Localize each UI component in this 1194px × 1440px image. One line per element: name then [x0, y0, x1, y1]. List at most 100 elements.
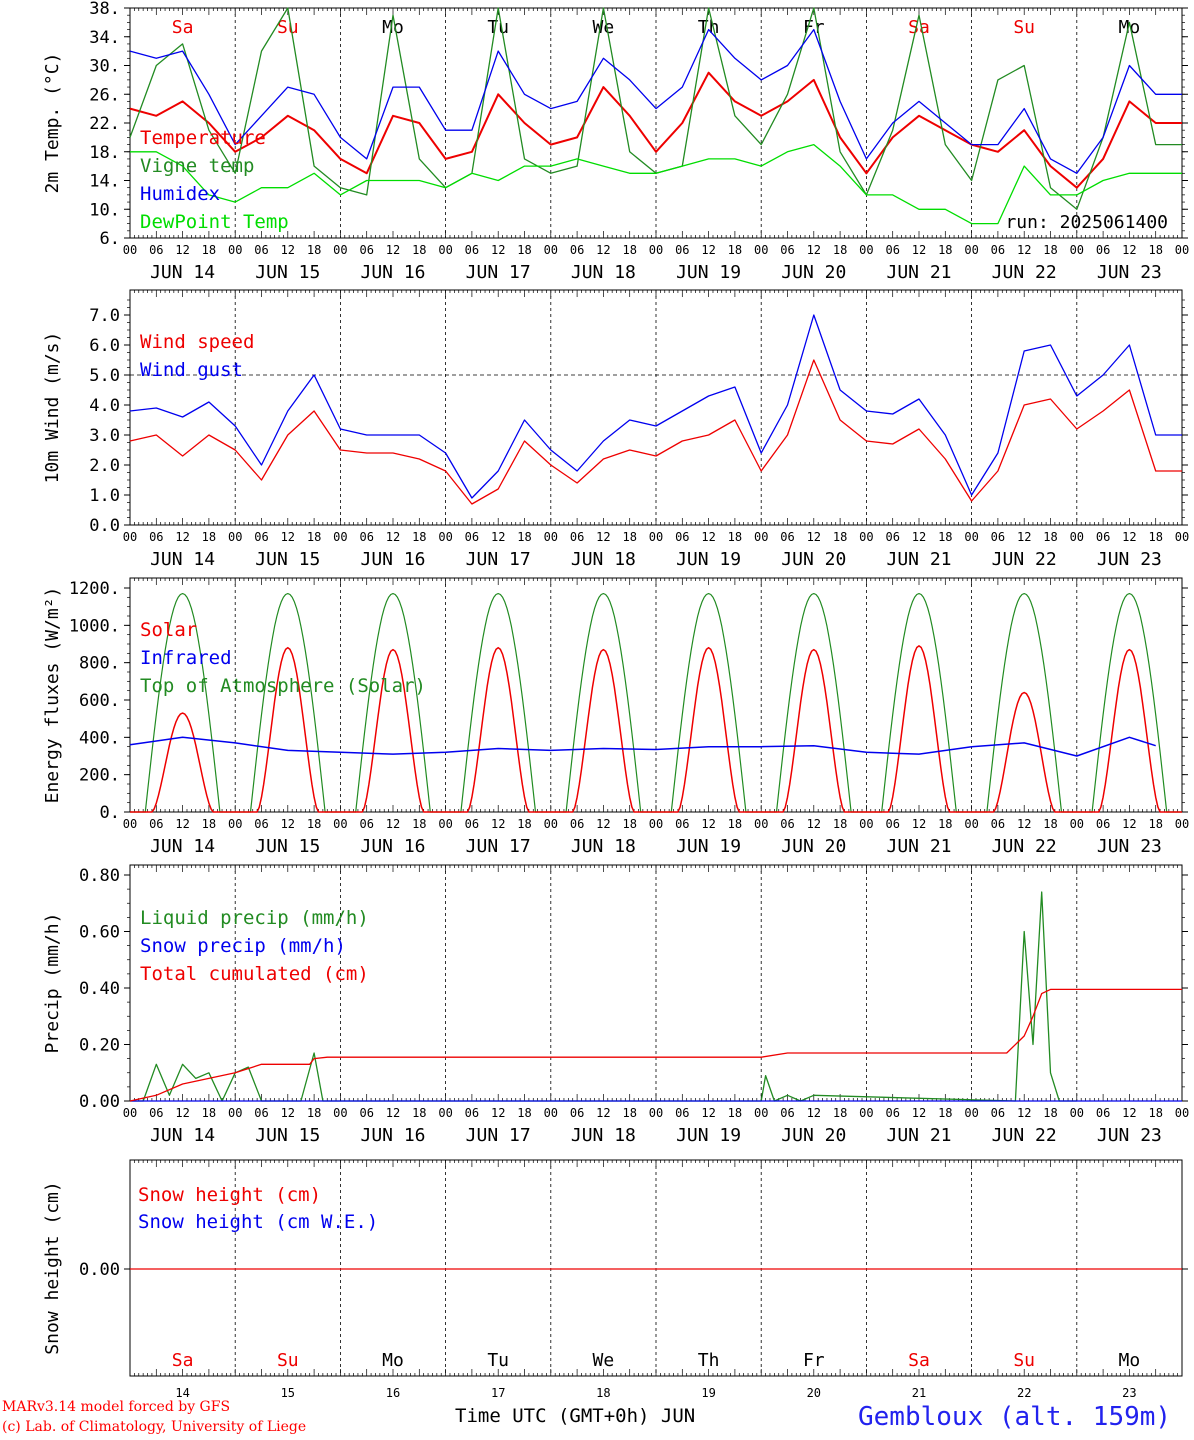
- hour-tick-label: 18: [938, 243, 952, 257]
- hour-tick-label: 12: [1017, 530, 1031, 544]
- hour-tick-label: 18: [412, 530, 426, 544]
- panel-1: 00 06 12 18 JUN 14 00 06 12 18 JUN 15 00 06 12 18 JUN …: [42, 0, 1189, 283]
- hour-tick-label: 12: [386, 243, 400, 257]
- date-label: JUN 16: [360, 836, 425, 857]
- date-label: JUN 22: [992, 1125, 1057, 1146]
- legend-entry: Total cumulated (cm): [140, 963, 369, 985]
- hour-tick-label: 12: [386, 1106, 400, 1120]
- hour-tick-label: 00: [438, 817, 452, 831]
- date-label: JUN 16: [360, 1125, 425, 1146]
- day-number-label: 20: [807, 1386, 821, 1400]
- y-axis-label: Precip (mm/h): [42, 913, 63, 1054]
- hour-tick-label: 06: [991, 530, 1005, 544]
- date-label: JUN 17: [466, 262, 531, 283]
- date-label: JUN 23: [1097, 549, 1162, 570]
- hour-tick-label: 00: [1070, 243, 1084, 257]
- hour-tick-label: 06: [359, 1106, 373, 1120]
- date-label: JUN 15: [255, 262, 320, 283]
- hour-tick-label: 00: [1070, 1106, 1084, 1120]
- hour-tick-label: 12: [281, 1106, 295, 1120]
- y-tick-label: 0.80: [79, 866, 120, 886]
- day-number-label: 18: [596, 1386, 610, 1400]
- hour-tick-label: 00: [649, 243, 663, 257]
- y-axis-label: 2m Temp. (°C): [42, 53, 63, 194]
- total-cumulated-cm-line: [129, 988, 1182, 1102]
- hour-tick-label: 06: [885, 1106, 899, 1120]
- date-label: JUN 14: [150, 1125, 215, 1146]
- hour-tick-label: 06: [570, 530, 584, 544]
- panel-5: 0.00 Snow height (cm) Snow height (cm) Snow…: [42, 1159, 1188, 1400]
- date-label: JUN 19: [676, 549, 741, 570]
- date-label: JUN 17: [466, 836, 531, 857]
- hour-tick-label: 12: [491, 243, 505, 257]
- y-tick-label: 30.: [89, 57, 120, 77]
- y-tick-label: 0.20: [79, 1036, 120, 1056]
- y-tick-label: 1.0: [89, 486, 120, 506]
- y-axis-label: Energy fluxes (W/m²): [42, 587, 63, 804]
- hour-tick-label: 06: [675, 1106, 689, 1120]
- hour-tick-label: 12: [1122, 1106, 1136, 1120]
- hour-tick-label: 18: [1043, 817, 1057, 831]
- hour-tick-label: 00: [859, 817, 873, 831]
- y-tick-label: 0.00: [79, 1260, 120, 1280]
- hour-tick-label: 18: [728, 817, 742, 831]
- hour-tick-label: 18: [1148, 817, 1162, 831]
- hour-tick-label: 12: [491, 530, 505, 544]
- date-label: JUN 15: [255, 549, 320, 570]
- hour-tick-label: 06: [570, 817, 584, 831]
- y-tick-label: 600.: [79, 691, 120, 711]
- hour-tick-label: 00: [649, 530, 663, 544]
- hour-tick-label: 12: [175, 243, 189, 257]
- hour-tick-label: 18: [1148, 243, 1162, 257]
- date-label: JUN 19: [676, 836, 741, 857]
- date-label: JUN 16: [360, 549, 425, 570]
- y-tick-label: 5.0: [89, 366, 120, 386]
- day-name-label: Sa: [908, 1350, 930, 1371]
- hour-tick-label: 12: [1122, 530, 1136, 544]
- hour-tick-label: 06: [991, 817, 1005, 831]
- run-annotation: run: 2025061400: [1005, 212, 1168, 233]
- y-tick-label: 6.0: [89, 336, 120, 356]
- hour-tick-label: 12: [1017, 243, 1031, 257]
- y-axis-label: 10m Wind (m/s): [42, 332, 63, 484]
- y-tick-label: 10.: [89, 200, 120, 220]
- date-label: JUN 15: [255, 1125, 320, 1146]
- date-label: JUN 23: [1097, 1125, 1162, 1146]
- date-label: JUN 17: [466, 549, 531, 570]
- day-name-label: Sa: [172, 17, 194, 38]
- day-name-label: Sa: [172, 1350, 194, 1371]
- hour-tick-label: 00: [1070, 530, 1084, 544]
- hour-tick-label: 12: [596, 817, 610, 831]
- y-tick-label: 0.: [100, 803, 120, 823]
- hour-tick-label: 00: [964, 1106, 978, 1120]
- hour-tick-label: 00: [544, 530, 558, 544]
- hour-tick-label: 12: [912, 243, 926, 257]
- hour-tick-label: 18: [833, 243, 847, 257]
- hour-tick-label: 00: [123, 817, 137, 831]
- date-label: JUN 18: [571, 836, 636, 857]
- hour-tick-label: 00: [123, 1106, 137, 1120]
- hour-tick-label: 12: [175, 530, 189, 544]
- hour-tick-label: 00: [1175, 243, 1189, 257]
- hour-tick-label: 12: [912, 817, 926, 831]
- hour-tick-label: 12: [701, 243, 715, 257]
- legend-entry: Top of Atmosphere (Solar): [140, 675, 426, 697]
- y-tick-label: 0.00: [79, 1092, 120, 1112]
- wind-gust-line: [129, 314, 1182, 499]
- hour-tick-label: 12: [1017, 1106, 1031, 1120]
- day-name-label: Th: [698, 17, 720, 38]
- y-tick-label: 0.0: [89, 516, 120, 536]
- panel-4: 00 06 12 18 JUN 14 00 06 12 18 JUN 15 00 06 12 18 JUN …: [42, 864, 1189, 1146]
- hour-tick-label: 00: [1175, 817, 1189, 831]
- hour-tick-label: 18: [412, 1106, 426, 1120]
- hour-tick-label: 06: [675, 243, 689, 257]
- day-number-label: 19: [701, 1386, 715, 1400]
- hour-tick-label: 06: [254, 243, 268, 257]
- legend-entry: DewPoint Temp: [140, 211, 289, 233]
- hour-tick-label: 06: [149, 530, 163, 544]
- hour-tick-label: 18: [938, 1106, 952, 1120]
- hour-tick-label: 00: [333, 1106, 347, 1120]
- legend-entry: Snow precip (mm/h): [140, 935, 346, 957]
- y-tick-label: 400.: [79, 728, 120, 748]
- hour-tick-label: 18: [833, 817, 847, 831]
